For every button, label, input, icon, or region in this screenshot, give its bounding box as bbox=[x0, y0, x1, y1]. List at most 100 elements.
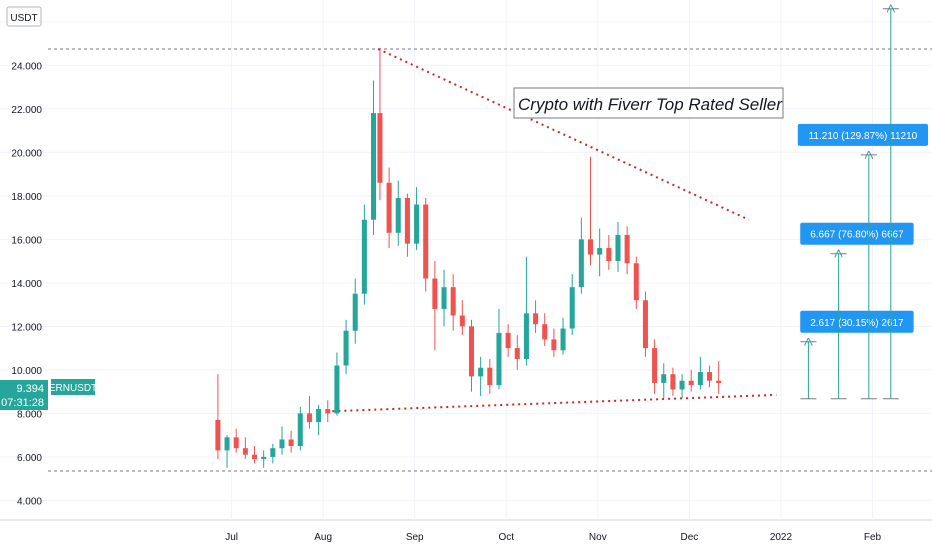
candle-body[interactable] bbox=[688, 380, 694, 386]
target-label: 6.667 (76.80%) 6667 bbox=[810, 230, 904, 241]
candle-body[interactable] bbox=[514, 348, 520, 359]
y-tick-label: 6.000 bbox=[17, 453, 42, 464]
annotation-box[interactable]: Crypto with Fiverr Top Rated Seller bbox=[513, 87, 784, 119]
candle-body[interactable] bbox=[306, 413, 312, 423]
x-tick-label: Oct bbox=[499, 532, 515, 543]
candle-body[interactable] bbox=[468, 326, 475, 377]
x-tick-label: 2022 bbox=[770, 532, 793, 543]
target-label: 2.617 (30.15%) 2617 bbox=[810, 318, 904, 329]
candle-body[interactable] bbox=[633, 263, 639, 301]
candle-body[interactable] bbox=[224, 437, 230, 451]
candle-body[interactable] bbox=[334, 365, 340, 414]
annotation-frame bbox=[513, 87, 784, 119]
target-projections[interactable]: 2.617 (30.15%) 2617 6.667 (76.80%) 6667 11… bbox=[797, 0, 928, 400]
annotation-text: Crypto with Fiverr Top Rated Seller bbox=[518, 95, 783, 114]
candle-body[interactable] bbox=[441, 287, 447, 309]
candle-body[interactable] bbox=[670, 374, 676, 390]
candle-body[interactable] bbox=[615, 234, 621, 262]
y-tick-label: 4.000 bbox=[17, 496, 42, 507]
candle-body[interactable] bbox=[288, 439, 294, 447]
candle-body[interactable] bbox=[496, 332, 502, 386]
x-tick-label: Nov bbox=[589, 532, 607, 543]
candle-body[interactable] bbox=[261, 456, 267, 460]
candle-body[interactable] bbox=[361, 219, 367, 294]
ascending-trendline bbox=[332, 393, 777, 413]
candle-body[interactable] bbox=[652, 348, 658, 383]
candle-body[interactable] bbox=[716, 380, 722, 384]
x-tick-label: Jul bbox=[225, 532, 238, 543]
x-tick-label: Aug bbox=[314, 532, 332, 543]
candle-body[interactable] bbox=[587, 239, 594, 255]
currency-badge[interactable]: USDT bbox=[6, 6, 42, 27]
last-price-value: 9.394 bbox=[16, 383, 44, 395]
time-axis[interactable]: Jul Aug Sep Oct Nov Dec 2022 Feb bbox=[225, 532, 881, 543]
candle-body[interactable] bbox=[432, 278, 438, 309]
candle-body[interactable] bbox=[478, 367, 484, 377]
symbol-label: ERNUSDT bbox=[49, 383, 97, 394]
candle-body[interactable] bbox=[606, 248, 612, 262]
candle-body[interactable] bbox=[624, 234, 630, 264]
currency-badge-frame bbox=[6, 6, 42, 27]
y-tick-label: 8.000 bbox=[17, 409, 42, 420]
candle-body[interactable] bbox=[414, 204, 420, 244]
candle-body[interactable] bbox=[215, 419, 221, 451]
descending-trendline bbox=[377, 48, 750, 221]
candle-body[interactable] bbox=[505, 332, 511, 349]
candle-body[interactable] bbox=[423, 204, 429, 279]
currency-badge-text: USDT bbox=[10, 13, 37, 24]
y-tick-label: 20.000 bbox=[11, 148, 42, 159]
y-tick-label: 24.000 bbox=[11, 61, 42, 72]
candles[interactable] bbox=[215, 47, 722, 468]
candle-body[interactable] bbox=[533, 313, 539, 325]
candle-body[interactable] bbox=[395, 197, 401, 233]
candle-body[interactable] bbox=[242, 448, 248, 455]
candle-body[interactable] bbox=[386, 182, 392, 233]
trendlines bbox=[332, 48, 777, 413]
candle-body[interactable] bbox=[679, 380, 685, 390]
candle-body[interactable] bbox=[560, 328, 566, 351]
target-label-box[interactable] bbox=[800, 222, 914, 245]
candle-body[interactable] bbox=[707, 372, 713, 381]
target-label-box[interactable] bbox=[800, 310, 914, 333]
candle-body[interactable] bbox=[251, 454, 258, 460]
candle-body[interactable] bbox=[371, 113, 377, 220]
target-label-box[interactable] bbox=[797, 123, 928, 146]
y-tick-label: 14.000 bbox=[11, 279, 42, 290]
candle-body[interactable] bbox=[377, 113, 383, 183]
candle-body[interactable] bbox=[523, 313, 529, 359]
candle-body[interactable] bbox=[697, 372, 703, 386]
candle-body[interactable] bbox=[578, 239, 584, 288]
grid bbox=[0, 0, 932, 520]
candle-body[interactable] bbox=[297, 413, 303, 447]
candle-body[interactable] bbox=[450, 287, 456, 316]
y-tick-label: 12.000 bbox=[11, 322, 42, 333]
candle-body[interactable] bbox=[569, 287, 575, 329]
y-tick-label: 22.000 bbox=[11, 105, 42, 116]
candle-body[interactable] bbox=[343, 330, 349, 366]
candle-body[interactable] bbox=[270, 448, 276, 457]
x-tick-label: Sep bbox=[406, 532, 424, 543]
candle-body[interactable] bbox=[233, 437, 239, 449]
candle-body[interactable] bbox=[325, 409, 331, 414]
candle-body[interactable] bbox=[404, 197, 410, 244]
candle-body[interactable] bbox=[352, 293, 358, 331]
y-tick-label: 10.000 bbox=[11, 366, 42, 377]
countdown-timer: 07:31:28 bbox=[1, 397, 44, 409]
candle-body[interactable] bbox=[551, 339, 557, 351]
candle-body[interactable] bbox=[279, 439, 285, 449]
symbol-tag bbox=[51, 379, 95, 395]
y-tick-label: 18.000 bbox=[11, 192, 42, 203]
candle-body[interactable] bbox=[316, 409, 322, 423]
candle-body[interactable] bbox=[642, 300, 648, 349]
candle-body[interactable] bbox=[459, 315, 465, 327]
x-tick-label: Dec bbox=[680, 532, 698, 543]
candle-body[interactable] bbox=[661, 374, 667, 383]
last-price-box bbox=[0, 380, 48, 410]
candle-body[interactable] bbox=[542, 324, 548, 340]
candle-body[interactable] bbox=[487, 367, 493, 386]
last-price-label: 9.394 07:31:28 ERNUSDT bbox=[0, 379, 97, 410]
candle-body[interactable] bbox=[597, 248, 603, 255]
